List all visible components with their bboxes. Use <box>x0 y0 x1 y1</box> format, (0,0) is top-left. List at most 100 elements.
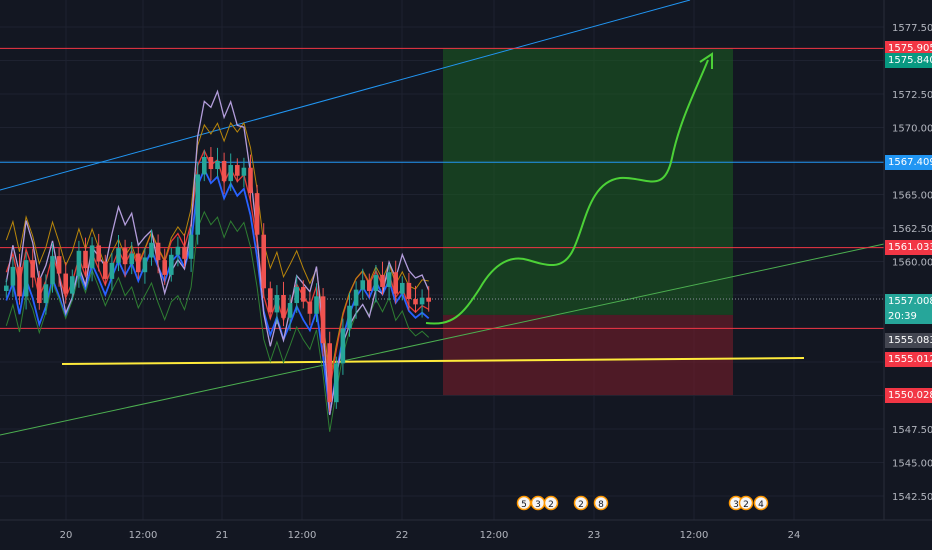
event-marker-label: 2 <box>548 500 554 510</box>
x-tick-label: 12:00 <box>288 530 317 541</box>
event-marker-label: 2 <box>578 500 584 510</box>
candle-body <box>228 165 233 182</box>
candle-body <box>155 242 161 261</box>
candle-body <box>353 289 359 306</box>
candle-body <box>400 282 405 294</box>
candle-body <box>268 288 273 313</box>
event-marker-label: 8 <box>598 500 604 510</box>
candle-body <box>426 297 431 302</box>
candle-body <box>208 156 214 170</box>
event-marker-label: 3 <box>535 500 541 510</box>
x-tick-label: 24 <box>788 530 801 541</box>
candle-body <box>169 254 174 275</box>
loss-zone <box>443 314 733 396</box>
candle-body <box>37 277 42 304</box>
price-tag: 1555.012 <box>885 351 932 367</box>
y-tick-label: 1547.500 <box>892 425 932 436</box>
y-tick-label: 1562.500 <box>892 224 932 235</box>
candle-body <box>327 343 332 403</box>
candle-body <box>175 246 181 255</box>
candle-body <box>43 284 49 304</box>
event-marker-circle <box>753 495 769 511</box>
candle-body <box>367 280 372 291</box>
candle-body <box>17 266 22 297</box>
candle-body <box>406 282 412 300</box>
candle-body <box>386 272 392 287</box>
event-marker: 3 <box>530 495 546 511</box>
rising-support-line <box>0 243 885 436</box>
y-tick-label: 1545.000 <box>892 459 932 470</box>
candle-body <box>188 234 194 259</box>
x-tick-label: 20 <box>60 530 73 541</box>
candle-body <box>149 242 154 258</box>
event-marker: 5 <box>516 495 532 511</box>
candle-body <box>50 256 55 285</box>
y-tick-label: 1542.500 <box>892 492 932 503</box>
candle-body <box>221 161 227 182</box>
candle-body <box>248 167 253 194</box>
event-marker-label: 2 <box>743 500 749 510</box>
trend-lines <box>0 0 885 436</box>
event-marker-circle <box>593 495 609 511</box>
yellow-support-line <box>61 357 805 365</box>
price-tag: 1567.409 <box>885 154 932 170</box>
event-marker-circle <box>516 495 532 511</box>
event-marker: 2 <box>543 495 559 511</box>
candlesticks <box>4 147 431 413</box>
candle-body <box>373 274 379 291</box>
x-tick-label: 12:00 <box>680 530 709 541</box>
candle-body <box>380 274 385 287</box>
candle-body <box>274 295 280 313</box>
event-marker: 8 <box>593 495 609 511</box>
x-tick-label: 21 <box>216 530 229 541</box>
event-marker-circle <box>543 495 559 511</box>
x-tick-label: 23 <box>588 530 601 541</box>
candle-body <box>413 299 418 305</box>
candle-body <box>30 260 35 278</box>
x-tick-label: 12:00 <box>480 530 509 541</box>
price-tag: 1561.033 <box>885 240 932 256</box>
candle-body <box>116 248 121 263</box>
candle-body <box>23 260 29 297</box>
y-tick-label: 1572.500 <box>892 90 932 101</box>
horizontal-price-lines <box>0 47 884 365</box>
price-tag: 1575.840 <box>885 53 932 68</box>
candle-body <box>215 161 220 170</box>
candle-body <box>83 250 88 269</box>
y-tick-label: 1565.000 <box>892 191 932 202</box>
candle-body <box>301 286 306 302</box>
candle-body <box>129 253 134 265</box>
candle-body <box>136 253 141 273</box>
candle-body <box>89 245 95 269</box>
candle-body <box>103 261 108 279</box>
candle-body <box>109 262 115 279</box>
candle-body <box>347 305 352 329</box>
lagging-span <box>5 89 430 416</box>
profit-zone <box>443 48 733 315</box>
candle-body <box>142 257 148 273</box>
upper-channel-line <box>0 0 691 191</box>
candle-body <box>314 296 319 314</box>
candle-body <box>63 273 68 294</box>
price-tag: 1575.905 <box>885 40 932 56</box>
event-marker-label: 5 <box>521 500 527 510</box>
candle-body <box>202 156 207 175</box>
event-marker-label: 3 <box>733 500 739 510</box>
candle-body <box>320 296 326 344</box>
candle-body <box>122 248 128 265</box>
candle-body <box>307 301 313 314</box>
x-tick-label: 22 <box>396 530 409 541</box>
event-marker-circle <box>738 495 754 511</box>
candle-body <box>334 363 339 403</box>
position-zones <box>443 48 733 396</box>
cloud-span-b <box>5 121 429 382</box>
y-tick-label: 1577.500 <box>892 23 932 34</box>
candle-body <box>281 295 286 318</box>
candle-body <box>235 165 240 176</box>
candle-body <box>4 285 9 291</box>
y-axis-ticks: 1577.500 1572.500 1570.000 1565.000 1562.500… <box>892 23 932 503</box>
candle-body <box>294 286 299 304</box>
event-marker-label: 4 <box>758 500 764 510</box>
candle-body <box>393 272 398 294</box>
